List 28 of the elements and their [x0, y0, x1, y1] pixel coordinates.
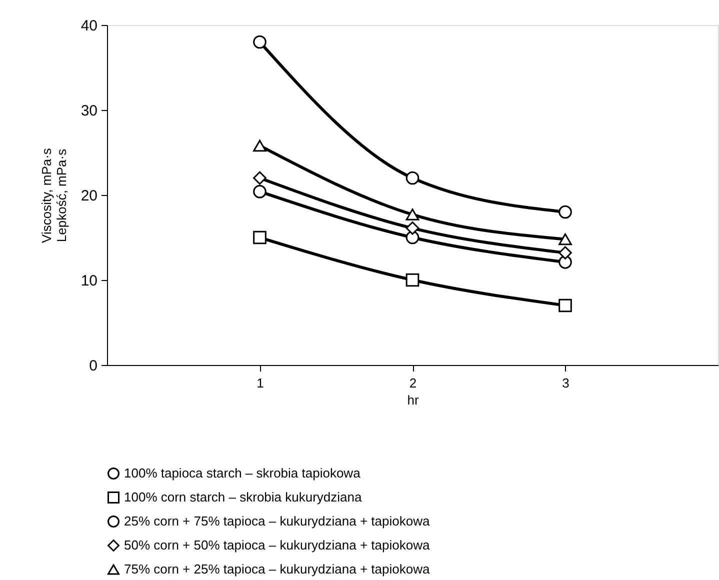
y-tick-label: 30 — [80, 102, 98, 120]
x-axis-title: hr — [407, 392, 420, 408]
legend-label: 100% tapioca starch – skrobia tapiokowa — [124, 466, 362, 480]
point — [558, 298, 572, 312]
y-tick-label: 0 — [89, 358, 98, 374]
point — [406, 171, 420, 185]
x-tick-label: 3 — [562, 376, 570, 390]
y-tick-label: 20 — [80, 188, 98, 204]
point — [406, 273, 420, 287]
point — [406, 208, 420, 220]
y-tick-label: 10 — [80, 272, 98, 290]
x-tick-label: 1 — [256, 376, 264, 390]
x-tick-label: 2 — [409, 376, 417, 390]
point — [558, 205, 572, 219]
legend-label: 50% corn + 50% tapioca – kukurydziana + tapiokowa — [124, 538, 430, 552]
y-axis-title: Viscosity, mPa·s Lepkość, mPa·s — [38, 148, 69, 243]
legend-label: 100% corn starch – skrobia kukurydziana — [124, 490, 362, 504]
point — [558, 233, 572, 246]
point — [558, 246, 572, 260]
point — [253, 140, 266, 152]
point — [406, 221, 420, 235]
y-tick-label: 40 — [80, 18, 98, 34]
legend-label: 25% corn + 75% tapioca – kukurydziana + tapiokowa — [124, 514, 430, 528]
point — [253, 35, 266, 49]
legend-label: 75% corn + 25% tapioca – kukurydziana + tapiokowa — [124, 562, 430, 576]
point — [253, 171, 266, 185]
point — [253, 184, 266, 198]
point — [253, 230, 266, 244]
